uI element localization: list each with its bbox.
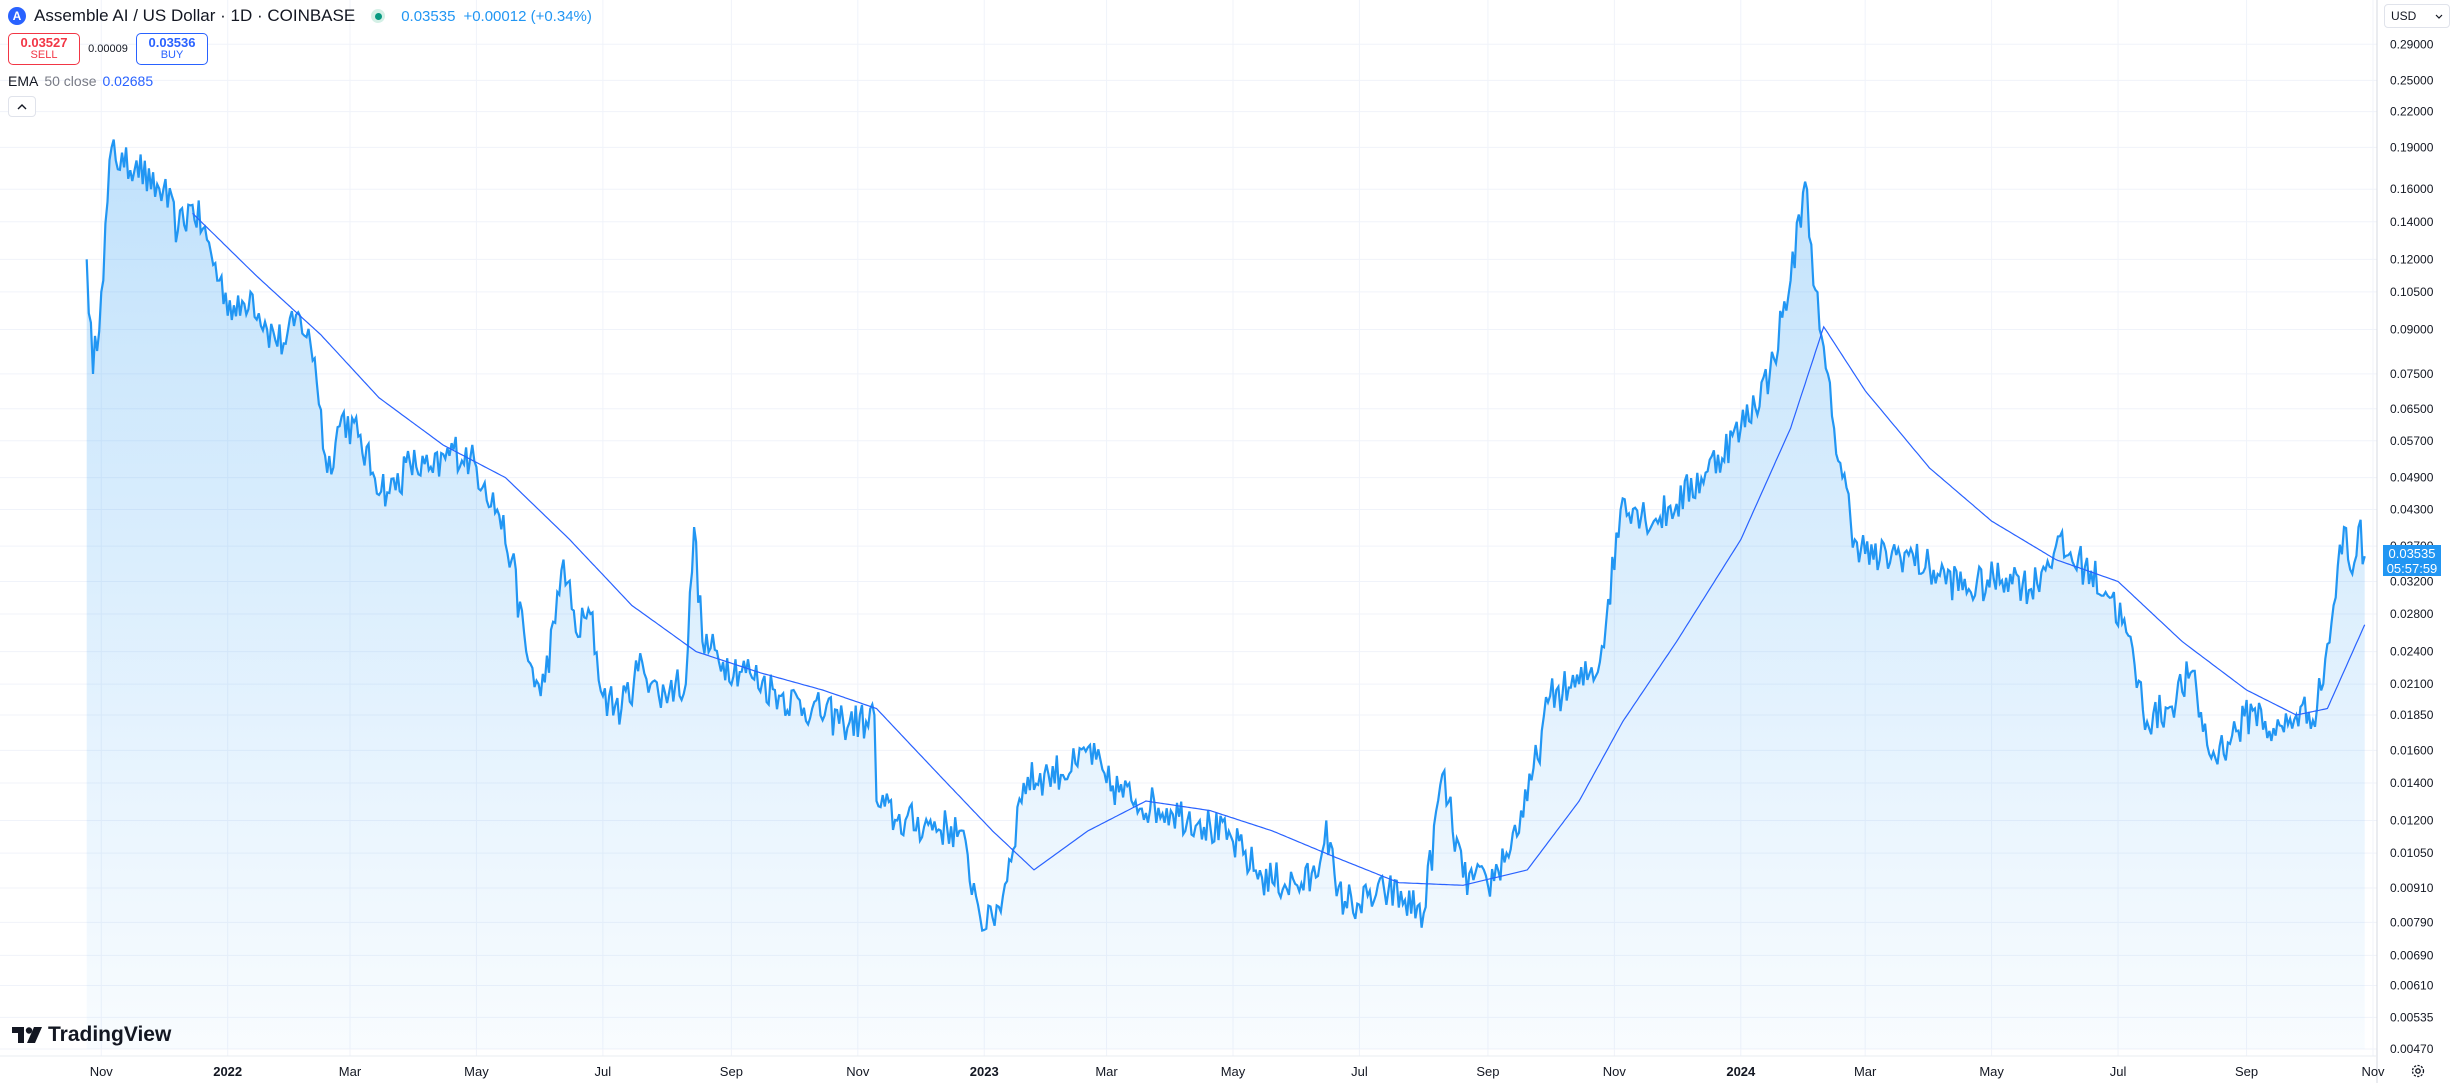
indicator-value: 0.02685: [102, 73, 154, 89]
time-tick-label: Jul: [2110, 1064, 2127, 1079]
price-tick-label: 0.02400: [2390, 645, 2434, 659]
indicator-legend[interactable]: EMA 50 close 0.02685: [8, 73, 153, 89]
time-tick-label: Sep: [720, 1064, 743, 1079]
indicator-name: EMA: [8, 73, 39, 89]
time-tick-label: Mar: [339, 1064, 362, 1079]
time-tick-label: Nov: [2361, 1064, 2385, 1079]
indicator-params: 50 close: [44, 73, 97, 89]
price-tick-label: 0.03200: [2390, 574, 2434, 588]
spread-value: 0.00009: [88, 43, 128, 55]
currency-select[interactable]: USD: [2384, 4, 2450, 28]
symbol-legend: A Assemble AI / US Dollar · 1D · COINBAS…: [8, 6, 592, 26]
time-tick-label: Jul: [1351, 1064, 1368, 1079]
price-tick-label: 0.00690: [2390, 948, 2434, 962]
price-tick-label: 0.06500: [2390, 402, 2434, 416]
price-tick-label: 0.22000: [2390, 105, 2434, 119]
ema-series-line: [192, 212, 2366, 886]
price-tick-label: 0.01400: [2390, 776, 2434, 790]
price-tick-label: 0.01050: [2390, 846, 2434, 860]
price-tick-label: 0.05700: [2390, 434, 2434, 448]
price-tick-label: 0.10500: [2390, 285, 2434, 299]
legend-last-price: 0.03535: [401, 7, 456, 25]
time-tick-label: May: [1221, 1064, 1246, 1079]
price-axis: 0.29000 0.25000 0.22000 0.19000 0.16000 0.140…: [2390, 37, 2434, 1056]
chart-settings-button[interactable]: [2408, 1061, 2428, 1081]
price-tick-label: 0.01850: [2390, 708, 2434, 722]
price-tick-label: 0.04300: [2390, 502, 2434, 516]
time-tick-label: Sep: [2235, 1064, 2258, 1079]
time-tick-label: May: [464, 1064, 489, 1079]
time-tick-label: 2023: [970, 1064, 999, 1079]
buy-button[interactable]: 0.03536 BUY: [136, 33, 208, 65]
currency-label: USD: [2391, 9, 2417, 23]
price-tick-label: 0.16000: [2390, 182, 2434, 196]
time-tick-label: Jul: [595, 1064, 612, 1079]
symbol-title[interactable]: Assemble AI / US Dollar · 1D · COINBASE: [34, 6, 356, 25]
price-tick-label: 0.02100: [2390, 677, 2434, 691]
price-tick-label: 0.02800: [2390, 607, 2434, 621]
price-tick-label: 0.00610: [2390, 978, 2434, 992]
price-tick-label: 0.00910: [2390, 881, 2434, 895]
bar-countdown: 05:57:59: [2386, 561, 2438, 576]
price-tick-label: 0.19000: [2390, 140, 2434, 154]
price-tick-label: 0.09000: [2390, 322, 2434, 336]
tradingview-logo-icon: [12, 1027, 42, 1043]
sell-label: SELL: [30, 49, 58, 62]
buy-price: 0.03536: [148, 35, 196, 51]
price-tick-label: 0.00790: [2390, 915, 2434, 929]
price-tick-label: 0.12000: [2390, 252, 2434, 266]
brand-name: TradingView: [48, 1023, 172, 1046]
time-tick-label: Mar: [1854, 1064, 1877, 1079]
tradingview-logo[interactable]: TradingView: [12, 1023, 171, 1047]
gear-icon: [2411, 1064, 2425, 1078]
symbol-logo: A: [8, 7, 26, 25]
trade-buttons: 0.03527 SELL 0.00009 0.03536 BUY: [8, 33, 208, 65]
current-price: 0.03535: [2388, 546, 2436, 561]
sell-button[interactable]: 0.03527 SELL: [8, 33, 80, 65]
sell-price: 0.03527: [20, 35, 68, 51]
legend-change: +0.00012 (+0.34%): [463, 7, 592, 25]
collapse-legend-button[interactable]: [8, 96, 36, 117]
price-tick-label: 0.01200: [2390, 814, 2434, 828]
price-series-line: [85, 139, 2366, 933]
time-tick-label: May: [1979, 1064, 2004, 1079]
time-tick-label: Mar: [1095, 1064, 1118, 1079]
price-area-fill: [86, 139, 2365, 1050]
price-tick-label: 0.04900: [2390, 471, 2434, 485]
market-status-icon: [371, 9, 386, 23]
price-tick-label: 0.07500: [2390, 367, 2434, 381]
chevron-up-icon: [17, 104, 27, 110]
chevron-down-icon: [2435, 14, 2443, 19]
time-tick-label: 2024: [1726, 1064, 1756, 1079]
price-tick-label: 0.00535: [2390, 1010, 2434, 1024]
price-tick-label: 0.25000: [2390, 73, 2434, 87]
time-tick-label: Nov: [1603, 1064, 1627, 1079]
time-tick-label: Sep: [1476, 1064, 1499, 1079]
time-axis: Nov 2022 Mar May Jul Sep Nov 2023 Mar May Jul Sep No…: [90, 1064, 2385, 1079]
time-tick-label: 2022: [213, 1064, 242, 1079]
time-tick-label: Nov: [846, 1064, 870, 1079]
time-tick-label: Nov: [90, 1064, 114, 1079]
current-price-tag: 0.03535 05:57:59: [2383, 545, 2441, 576]
price-tick-label: 0.01600: [2390, 743, 2434, 757]
price-tick-label: 0.29000: [2390, 37, 2434, 51]
price-tick-label: 0.14000: [2390, 215, 2434, 229]
buy-label: BUY: [160, 49, 184, 62]
price-tick-label: 0.00470: [2390, 1042, 2434, 1056]
